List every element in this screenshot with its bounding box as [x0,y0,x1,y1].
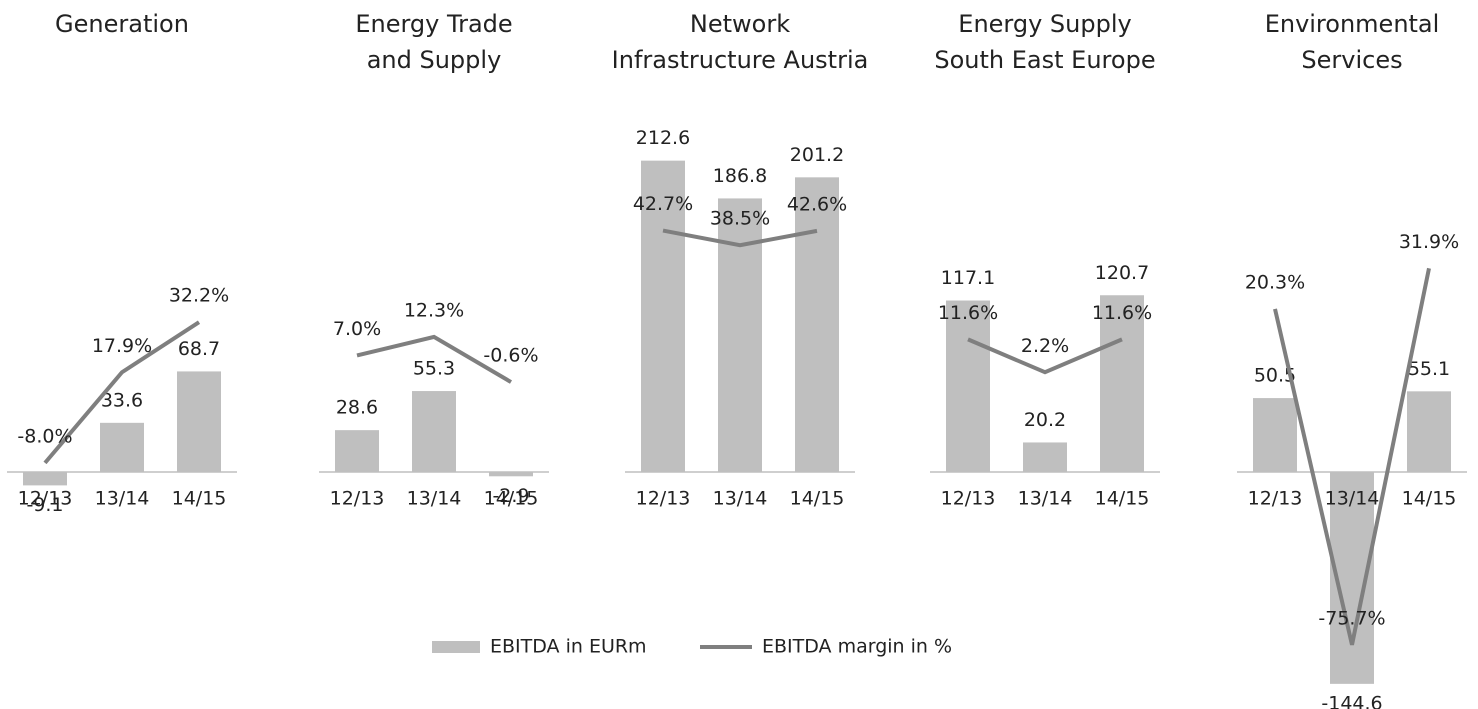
bar-value-label: 55.1 [1408,358,1450,380]
line-value-label: 11.6% [938,302,998,324]
margin-line [356,334,513,384]
margin-line [967,337,1123,375]
panel-title: Environmental [1265,10,1440,38]
margin-line [43,320,201,465]
line-value-label: -8.0% [17,425,72,447]
x-tick-label: 12/13 [330,488,385,510]
bar [489,472,533,477]
x-tick-label: 13/14 [1325,488,1380,510]
panel-title: South East Europe [934,46,1155,74]
x-tick-label: 14/15 [484,488,539,510]
x-tick-label: 14/15 [790,488,845,510]
x-tick-label: 13/14 [95,488,150,510]
bar [1100,295,1144,473]
bar-value-label: 28.6 [336,397,378,419]
legend-swatch-bar [432,641,480,653]
bar-value-label: -9.1 [26,494,63,516]
bar [23,472,67,486]
x-tick-label: 12/13 [941,488,996,510]
line-value-label: 2.2% [1021,335,1069,357]
line-value-label: -0.6% [483,345,538,367]
bar-value-label: 55.3 [413,358,455,380]
x-tick-label: 14/15 [1402,488,1457,510]
line-value-label: 12.3% [404,299,464,321]
legend-label: EBITDA margin in % [762,636,952,658]
line-value-label: 42.7% [633,193,693,215]
bar [335,430,379,473]
line-value-label: 32.2% [169,285,229,307]
line-value-label: 38.5% [710,208,770,230]
panel-title: and Supply [367,46,502,74]
panel-title: Network [690,10,790,38]
x-tick-label: 13/14 [1018,488,1073,510]
line-value-label: 17.9% [92,335,152,357]
x-tick-label: 14/15 [172,488,227,510]
line-value-label: 42.6% [787,193,847,215]
panel-title: Energy Supply [958,10,1131,38]
bar-value-label: 201.2 [790,144,844,166]
bar [1023,442,1067,473]
bar-value-label: 212.6 [636,127,690,149]
line-value-label: 11.6% [1092,302,1152,324]
bar-value-label: 68.7 [178,338,220,360]
margin-line [1273,267,1431,646]
bar-value-label: -2.9 [492,485,529,507]
bar [718,198,762,473]
panel-title: Services [1301,46,1402,74]
bar-value-label: 186.8 [713,165,767,187]
panel-title: Generation [55,10,189,38]
bar-value-label: 20.2 [1024,409,1066,431]
bar [1253,398,1297,473]
line-value-label: 20.3% [1245,271,1305,293]
legend-label: EBITDA in EURm [490,636,647,658]
x-tick-label: 13/14 [713,488,768,510]
x-tick-label: 12/13 [636,488,691,510]
bar [1407,391,1451,473]
margin-line [662,228,818,248]
bar-value-label: 50.5 [1254,365,1296,387]
x-tick-label: 12/13 [18,488,73,510]
bar-value-label: 120.7 [1095,262,1149,284]
panel-title: Energy Trade [355,10,512,38]
panel-title: Infrastructure Austria [612,46,869,74]
bar [412,391,456,473]
bar [795,177,839,473]
bar-value-label: 33.6 [101,389,143,411]
bar [641,160,685,473]
line-value-label: 31.9% [1399,231,1459,253]
x-tick-label: 14/15 [1095,488,1150,510]
line-value-label: -75.7% [1318,607,1385,629]
bar [100,422,144,473]
line-value-label: 7.0% [333,318,381,340]
x-tick-label: 12/13 [1248,488,1303,510]
bar [946,300,990,473]
bar-value-label: 117.1 [941,267,995,289]
x-tick-label: 13/14 [407,488,462,510]
bar-value-label: -144.6 [1321,692,1382,709]
bar [177,371,221,473]
